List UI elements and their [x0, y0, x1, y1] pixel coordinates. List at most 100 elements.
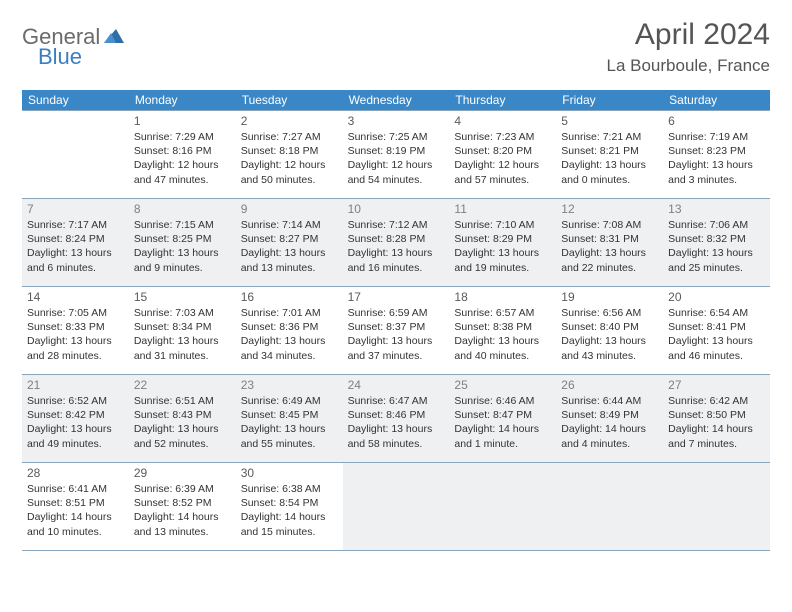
daylight-text: Daylight: 13 hours and 37 minutes. — [348, 334, 445, 362]
sunset-text: Sunset: 8:54 PM — [241, 496, 338, 510]
calendar-cell: 22 Sunrise: 6:51 AMSunset: 8:43 PMDayligh… — [129, 374, 236, 462]
sunrise-text: Sunrise: 6:59 AM — [348, 306, 445, 320]
sunset-text: Sunset: 8:34 PM — [134, 320, 231, 334]
day-number: 14 — [27, 290, 124, 304]
day-info: Sunrise: 6:41 AMSunset: 8:51 PMDaylight:… — [27, 482, 124, 539]
sunrise-text: Sunrise: 6:47 AM — [348, 394, 445, 408]
day-info: Sunrise: 7:10 AMSunset: 8:29 PMDaylight:… — [454, 218, 551, 275]
day-number: 20 — [668, 290, 765, 304]
daylight-text: Daylight: 13 hours and 19 minutes. — [454, 246, 551, 274]
day-number: 4 — [454, 114, 551, 128]
sunrise-text: Sunrise: 7:08 AM — [561, 218, 658, 232]
sunrise-text: Sunrise: 7:21 AM — [561, 130, 658, 144]
day-info: Sunrise: 6:47 AMSunset: 8:46 PMDaylight:… — [348, 394, 445, 451]
daylight-text: Daylight: 13 hours and 28 minutes. — [27, 334, 124, 362]
calendar-cell: 15Sunrise: 7:03 AMSunset: 8:34 PMDayligh… — [129, 286, 236, 374]
day-info: Sunrise: 6:38 AMSunset: 8:54 PMDaylight:… — [241, 482, 338, 539]
day-number: 8 — [134, 202, 231, 216]
calendar-cell: 25Sunrise: 6:46 AMSunset: 8:47 PMDayligh… — [449, 374, 556, 462]
daylight-text: Daylight: 13 hours and 34 minutes. — [241, 334, 338, 362]
weekday-header: Monday — [129, 90, 236, 110]
sunset-text: Sunset: 8:46 PM — [348, 408, 445, 422]
daylight-text: Daylight: 13 hours and 49 minutes. — [27, 422, 124, 450]
day-number: 9 — [241, 202, 338, 216]
weekday-header: Tuesday — [236, 90, 343, 110]
calendar-cell: 9Sunrise: 7:14 AMSunset: 8:27 PMDaylight… — [236, 198, 343, 286]
day-info: Sunrise: 7:01 AMSunset: 8:36 PMDaylight:… — [241, 306, 338, 363]
sunset-text: Sunset: 8:42 PM — [27, 408, 124, 422]
month-title: April 2024 — [607, 18, 771, 52]
sunset-text: Sunset: 8:24 PM — [27, 232, 124, 246]
daylight-text: Daylight: 13 hours and 55 minutes. — [241, 422, 338, 450]
daylight-text: Daylight: 13 hours and 16 minutes. — [348, 246, 445, 274]
sunset-text: Sunset: 8:49 PM — [561, 408, 658, 422]
calendar-cell: 28Sunrise: 6:41 AMSunset: 8:51 PMDayligh… — [22, 462, 129, 550]
sunset-text: Sunset: 8:21 PM — [561, 144, 658, 158]
daylight-text: Daylight: 13 hours and 58 minutes. — [348, 422, 445, 450]
logo-text-blue-wrap: Blue — [38, 44, 82, 70]
sunrise-text: Sunrise: 6:49 AM — [241, 394, 338, 408]
sunset-text: Sunset: 8:47 PM — [454, 408, 551, 422]
sunset-text: Sunset: 8:29 PM — [454, 232, 551, 246]
calendar-header-row: SundayMondayTuesdayWednesdayThursdayFrid… — [22, 90, 770, 110]
day-info: Sunrise: 7:06 AMSunset: 8:32 PMDaylight:… — [668, 218, 765, 275]
sunrise-text: Sunrise: 7:29 AM — [134, 130, 231, 144]
sunrise-text: Sunrise: 6:52 AM — [27, 394, 124, 408]
calendar-cell: 12Sunrise: 7:08 AMSunset: 8:31 PMDayligh… — [556, 198, 663, 286]
daylight-text: Daylight: 12 hours and 54 minutes. — [348, 158, 445, 186]
sunset-text: Sunset: 8:43 PM — [134, 408, 231, 422]
day-info: Sunrise: 7:15 AMSunset: 8:25 PMDaylight:… — [134, 218, 231, 275]
day-number: 12 — [561, 202, 658, 216]
day-info: Sunrise: 6:39 AMSunset: 8:52 PMDaylight:… — [134, 482, 231, 539]
sunset-text: Sunset: 8:33 PM — [27, 320, 124, 334]
day-number: 19 — [561, 290, 658, 304]
daylight-text: Daylight: 14 hours and 4 minutes. — [561, 422, 658, 450]
daylight-text: Daylight: 13 hours and 25 minutes. — [668, 246, 765, 274]
sunset-text: Sunset: 8:41 PM — [668, 320, 765, 334]
sunrise-text: Sunrise: 6:44 AM — [561, 394, 658, 408]
calendar-body: 1Sunrise: 7:29 AMSunset: 8:16 PMDaylight… — [22, 110, 770, 550]
day-info: Sunrise: 6:51 AMSunset: 8:43 PMDaylight:… — [134, 394, 231, 451]
sunset-text: Sunset: 8:27 PM — [241, 232, 338, 246]
calendar-cell: 2Sunrise: 7:27 AMSunset: 8:18 PMDaylight… — [236, 110, 343, 198]
daylight-text: Daylight: 13 hours and 40 minutes. — [454, 334, 551, 362]
daylight-text: Daylight: 12 hours and 50 minutes. — [241, 158, 338, 186]
calendar-cell: 17Sunrise: 6:59 AMSunset: 8:37 PMDayligh… — [343, 286, 450, 374]
sunrise-text: Sunrise: 7:05 AM — [27, 306, 124, 320]
sunrise-text: Sunrise: 6:51 AM — [134, 394, 231, 408]
header: General April 2024 La Bourboule, France — [22, 18, 770, 76]
sunset-text: Sunset: 8:31 PM — [561, 232, 658, 246]
day-info: Sunrise: 6:46 AMSunset: 8:47 PMDaylight:… — [454, 394, 551, 451]
daylight-text: Daylight: 13 hours and 3 minutes. — [668, 158, 765, 186]
calendar-cell: 7 Sunrise: 7:17 AMSunset: 8:24 PMDaylight… — [22, 198, 129, 286]
daylight-text: Daylight: 13 hours and 46 minutes. — [668, 334, 765, 362]
day-number: 29 — [134, 466, 231, 480]
sunrise-text: Sunrise: 6:57 AM — [454, 306, 551, 320]
daylight-text: Daylight: 13 hours and 52 minutes. — [134, 422, 231, 450]
day-number: 11 — [454, 202, 551, 216]
day-info: Sunrise: 6:49 AMSunset: 8:45 PMDaylight:… — [241, 394, 338, 451]
sunset-text: Sunset: 8:28 PM — [348, 232, 445, 246]
logo-text-blue: Blue — [38, 44, 82, 69]
calendar-cell: 8 Sunrise: 7:15 AMSunset: 8:25 PMDaylight… — [129, 198, 236, 286]
day-number: 26 — [561, 378, 658, 392]
sunset-text: Sunset: 8:18 PM — [241, 144, 338, 158]
sunrise-text: Sunrise: 6:56 AM — [561, 306, 658, 320]
weekday-header: Saturday — [663, 90, 770, 110]
day-info: Sunrise: 7:23 AMSunset: 8:20 PMDaylight:… — [454, 130, 551, 187]
day-number: 22 — [134, 378, 231, 392]
calendar-cell: 6Sunrise: 7:19 AMSunset: 8:23 PMDaylight… — [663, 110, 770, 198]
weekday-header: Wednesday — [343, 90, 450, 110]
calendar-cell: 23 Sunrise: 6:49 AMSunset: 8:45 PMDayligh… — [236, 374, 343, 462]
sunrise-text: Sunrise: 7:01 AM — [241, 306, 338, 320]
daylight-text: Daylight: 13 hours and 6 minutes. — [27, 246, 124, 274]
sunset-text: Sunset: 8:38 PM — [454, 320, 551, 334]
calendar-cell: 19Sunrise: 6:56 AMSunset: 8:40 PMDayligh… — [556, 286, 663, 374]
daylight-text: Daylight: 12 hours and 47 minutes. — [134, 158, 231, 186]
day-info: Sunrise: 7:17 AMSunset: 8:24 PMDaylight:… — [27, 218, 124, 275]
sunset-text: Sunset: 8:50 PM — [668, 408, 765, 422]
day-number: 7 — [27, 202, 124, 216]
daylight-text: Daylight: 14 hours and 10 minutes. — [27, 510, 124, 538]
sunrise-text: Sunrise: 6:46 AM — [454, 394, 551, 408]
day-number: 23 — [241, 378, 338, 392]
